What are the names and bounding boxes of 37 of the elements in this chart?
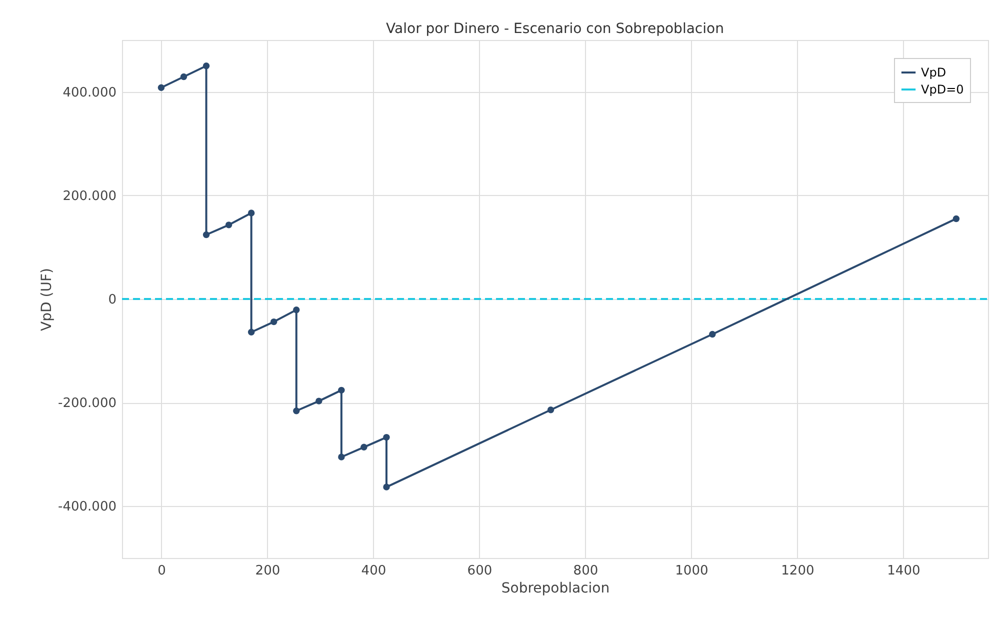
point: [270, 318, 278, 326]
x-tick-label: 800: [573, 564, 598, 578]
x-tick-label: 1200: [781, 564, 814, 578]
y-tick-label: 200.000: [62, 188, 116, 204]
point: [383, 484, 390, 490]
y-tick-label: -400.000: [58, 500, 116, 515]
x-tick-label: 1400: [887, 564, 920, 578]
x-tick-label: 1000: [675, 564, 708, 578]
point: [293, 408, 300, 414]
point: [360, 444, 368, 450]
point: [248, 210, 255, 216]
point: [383, 434, 390, 441]
y-tick-label: 400.000: [62, 85, 116, 100]
point: [338, 386, 345, 394]
x-tick-label: 400: [361, 564, 386, 578]
point: [202, 62, 210, 70]
x-tick-label: 200: [255, 564, 280, 578]
point: [202, 231, 210, 238]
x-tick-label: 600: [467, 564, 492, 578]
legend-label: VpD: [921, 66, 946, 80]
point: [225, 222, 232, 228]
y-axis-title: VpD (UF): [39, 268, 56, 331]
point: [952, 215, 960, 222]
y-tick-label: -200.000: [58, 396, 116, 412]
point: [180, 73, 188, 80]
chart-title: Valor por Dinero - Escenario con Sobrepoblacion: [386, 21, 724, 37]
y-tick-label: 0: [108, 292, 116, 308]
point: [293, 306, 300, 314]
x-tick-label: 0: [158, 564, 166, 578]
x-axis-title: Sobrepoblacion: [501, 580, 610, 596]
legend-label: VpD=0: [921, 82, 964, 96]
point: [248, 328, 255, 336]
point: [158, 84, 165, 92]
point: [547, 406, 554, 414]
point: [316, 398, 322, 404]
point: [709, 330, 716, 338]
point: [338, 454, 345, 460]
